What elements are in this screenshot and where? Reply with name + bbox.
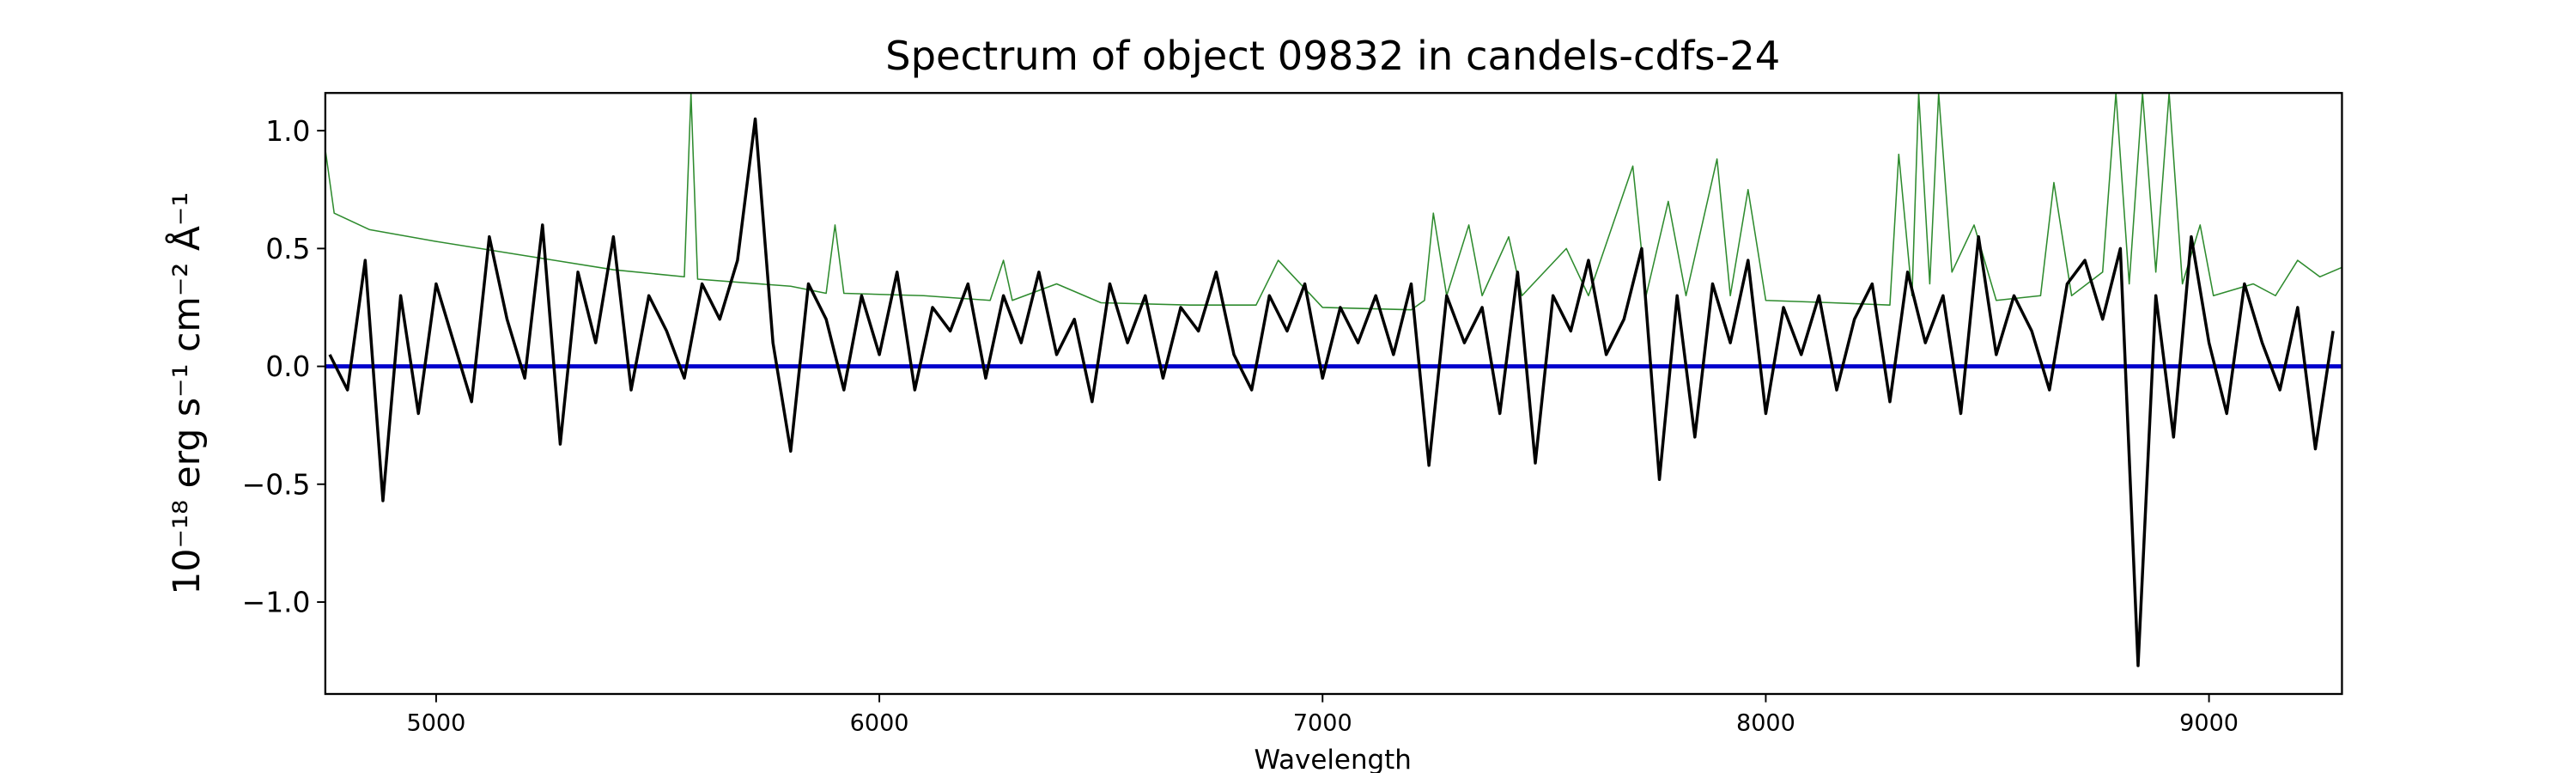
x-axis-label: Wavelength [1255, 745, 1412, 773]
spectrum-line [328, 117, 2335, 667]
axes-frame [324, 92, 2343, 696]
y-tick-label: 1.0 [265, 114, 310, 148]
plot-area [325, 93, 2342, 667]
x-tick-label: 6000 [850, 710, 909, 737]
y-axis-label: 10⁻¹⁸ erg s⁻¹ cm⁻² Å⁻¹ [165, 192, 209, 595]
x-tick-label: 8000 [1736, 710, 1795, 737]
x-tick-label: 9000 [2179, 710, 2239, 737]
y-tick-label: −0.5 [242, 467, 311, 501]
y-tick-label: −1.0 [242, 586, 311, 619]
x-tick-label: 5000 [406, 710, 465, 737]
y-tick-label: 0.0 [265, 350, 310, 383]
spectrum-line [325, 93, 2342, 311]
y-tick-label: 0.5 [265, 232, 310, 265]
chart-title: Spectrum of object 09832 in candels-cdfs… [885, 33, 1780, 79]
x-tick-label: 7000 [1293, 710, 1352, 737]
